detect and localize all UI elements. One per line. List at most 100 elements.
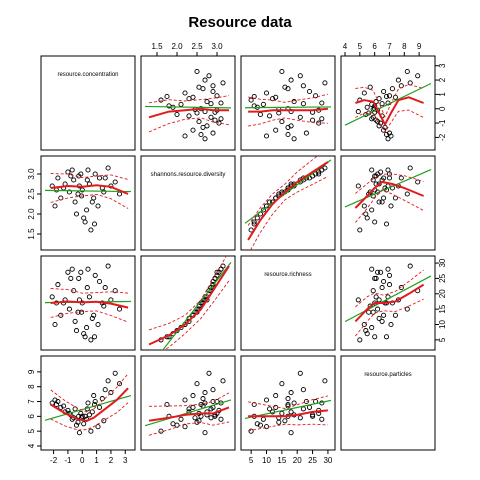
spread-upper [248,395,329,409]
data-point [95,203,101,209]
data-point [102,175,108,181]
data-point [355,297,361,303]
data-point [68,173,74,179]
data-point [361,321,367,328]
data-point [92,171,98,177]
data-point [372,275,378,281]
tick-label: 15 [277,456,286,465]
panel-grid: resource.concentration shannons.resource.… [27,42,447,465]
tick-label: 9 [27,369,36,374]
data-point [310,413,316,419]
data-point [381,312,387,318]
panel-marks [344,165,432,233]
data-point [72,318,78,324]
spread-upper [355,83,424,118]
data-point [76,430,82,436]
panel-marks [148,256,232,350]
data-point [364,331,370,337]
data-point [388,321,394,328]
tick-label: 3 [123,456,128,465]
data-point [363,211,369,217]
data-point [257,422,263,428]
data-point [210,130,216,136]
data-point [319,167,325,173]
left-axis-3: 4 5 6 7 8 9 [27,369,42,448]
data-point [285,401,291,408]
data-point [206,73,212,79]
tick-label: 5 [249,456,254,465]
variable-label: resource.particles [364,372,411,378]
data-point [88,227,94,233]
data-point [378,169,384,175]
data-point [279,381,285,387]
data-point [379,318,385,324]
tick-label: 9 [417,42,422,51]
data-point [66,306,72,312]
data-point [300,387,306,393]
data-point [194,68,200,75]
tick-label: 8 [27,384,36,389]
panel-3-3: resource.particles [340,355,436,451]
data-point [200,124,206,130]
data-point [196,119,202,125]
data-point [273,94,279,100]
tick-label: 25 [308,456,317,465]
data-point [376,199,382,205]
linear-fit-line [162,261,232,350]
data-point [112,288,118,294]
data-point [91,393,97,399]
data-point [319,116,325,122]
data-point [386,272,393,278]
data-point [376,315,382,321]
data-point [398,285,404,291]
tick-label: 4 [27,443,36,448]
data-point [218,116,224,122]
data-point [260,207,266,213]
data-point [367,84,373,90]
data-point [385,136,391,142]
data-point [218,416,224,422]
data-point [306,88,313,95]
smooth-line [354,180,424,209]
panel-frame [140,55,236,151]
spread-upper [148,95,230,104]
right-axis-2: 5 10 15 20 25 30 [434,258,447,342]
spread-upper [148,392,230,407]
tick-label: 25 [438,273,447,282]
panel-marks [244,68,332,142]
data-point [84,207,90,213]
data-point [415,73,421,79]
data-point [288,409,294,415]
panel-marks [44,370,132,436]
data-point [392,195,398,201]
tick-label: 30 [323,456,332,465]
data-point [322,378,328,384]
panel-0-1 [140,55,236,151]
data-point [288,77,294,83]
data-point [182,424,188,430]
tick-label: -2 [438,133,447,141]
panel-3-2 [240,355,336,451]
data-point [273,127,279,133]
data-point [79,193,85,199]
data-point [95,321,101,328]
data-point [202,294,208,300]
data-point [407,165,413,171]
data-point [55,175,61,181]
panel-frame [240,155,336,251]
data-point [186,113,192,119]
data-point [158,97,164,103]
data-point [208,114,214,120]
data-point [105,263,111,269]
data-point [361,90,367,96]
tick-label: 6 [27,414,36,419]
data-point [369,116,375,122]
data-point [395,77,401,83]
data-point [81,215,87,221]
data-point [88,428,94,434]
panel-frame [340,155,436,251]
data-point [313,93,319,99]
panel-1-1: shannons.resource.diversity [140,155,236,251]
